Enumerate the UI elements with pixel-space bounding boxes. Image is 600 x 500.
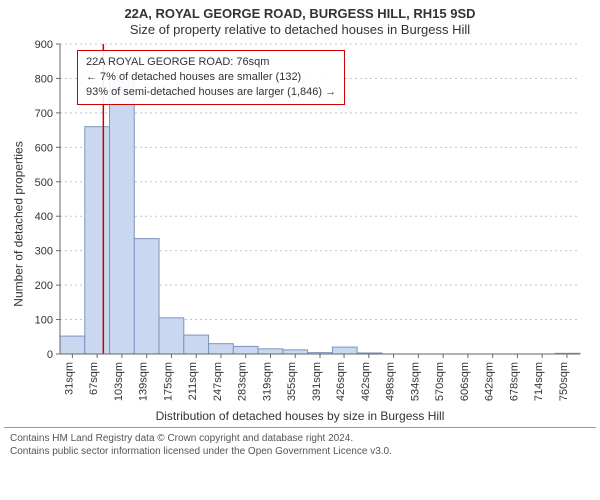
svg-text:500: 500 — [35, 177, 53, 189]
x-tick-label: 283sqm — [237, 362, 249, 401]
x-tick-label: 678sqm — [508, 362, 520, 401]
x-tick-label: 139sqm — [138, 362, 150, 401]
svg-text:700: 700 — [35, 108, 53, 120]
chart-subtitle: Size of property relative to detached ho… — [0, 22, 600, 39]
x-tick-label: 714sqm — [533, 362, 545, 401]
histogram-bar — [283, 350, 308, 354]
histogram-bar — [258, 349, 283, 354]
x-tick-label: 606sqm — [459, 362, 471, 401]
y-axis-label: Number of detached properties — [12, 142, 26, 307]
svg-text:600: 600 — [35, 143, 53, 155]
x-tick-label: 211sqm — [187, 362, 199, 400]
info-box: 22A ROYAL GEORGE ROAD: 76sqm ← 7% of det… — [77, 50, 345, 105]
footer: Contains HM Land Registry data © Crown c… — [4, 427, 596, 458]
histogram-bar — [60, 336, 85, 354]
x-tick-label: 534sqm — [409, 362, 421, 401]
chart-area: Number of detached properties 0 100 200 300… — [0, 39, 600, 409]
svg-text:900: 900 — [35, 39, 53, 51]
x-tick-label: 462sqm — [360, 362, 372, 401]
footer-line1: Contains HM Land Registry data © Crown c… — [10, 432, 590, 445]
svg-text:200: 200 — [35, 280, 53, 292]
x-tick-label: 31sqm — [63, 362, 75, 395]
histogram-bar — [332, 347, 357, 354]
x-tick-label: 391sqm — [311, 362, 323, 401]
x-tick-label: 175sqm — [162, 362, 174, 401]
histogram-bar — [184, 335, 209, 354]
x-tick-label: 355sqm — [286, 362, 298, 401]
x-tick-label: 498sqm — [385, 362, 397, 401]
x-tick-label: 103sqm — [113, 362, 125, 401]
x-axis-label: Distribution of detached houses by size … — [0, 409, 600, 427]
histogram-bar — [159, 318, 184, 354]
info-box-line2: ← 7% of detached houses are smaller (132… — [86, 70, 336, 85]
info-box-line3: 93% of semi-detached houses are larger (… — [86, 85, 336, 100]
footer-line2: Contains public sector information licen… — [10, 445, 590, 458]
svg-text:100: 100 — [35, 315, 53, 327]
histogram-bar — [85, 127, 110, 354]
histogram-bar — [209, 344, 234, 354]
x-tick-label: 426sqm — [335, 362, 347, 401]
x-tick-label: 319sqm — [261, 362, 273, 401]
svg-text:800: 800 — [35, 74, 53, 86]
x-tick-label: 247sqm — [212, 362, 224, 401]
histogram-bar — [134, 239, 159, 354]
svg-text:400: 400 — [35, 211, 53, 223]
x-tick-label: 570sqm — [434, 362, 446, 401]
chart-title: 22A, ROYAL GEORGE ROAD, BURGESS HILL, RH… — [0, 0, 600, 22]
histogram-bar — [233, 347, 258, 355]
info-box-line1: 22A ROYAL GEORGE ROAD: 76sqm — [86, 55, 336, 70]
svg-text:0: 0 — [47, 349, 53, 361]
svg-text:300: 300 — [35, 246, 53, 258]
histogram-bar — [110, 75, 135, 354]
x-tick-label: 642sqm — [484, 362, 496, 401]
x-tick-label: 67sqm — [88, 362, 100, 395]
x-tick-label: 750sqm — [558, 362, 570, 401]
